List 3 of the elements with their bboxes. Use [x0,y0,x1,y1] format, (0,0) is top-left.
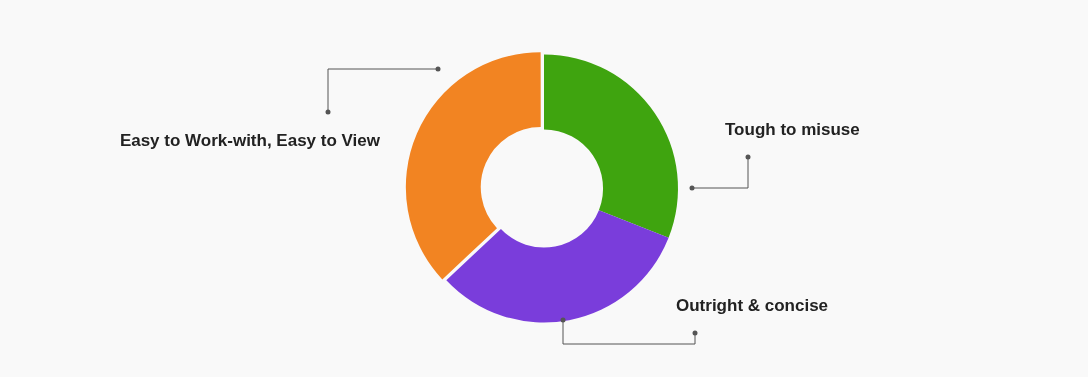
slice-label: Outright & concise [676,295,829,315]
slice-label: Easy to Work-with, Easy to View [119,130,381,150]
slice-label: Tough to misuse [725,119,860,139]
